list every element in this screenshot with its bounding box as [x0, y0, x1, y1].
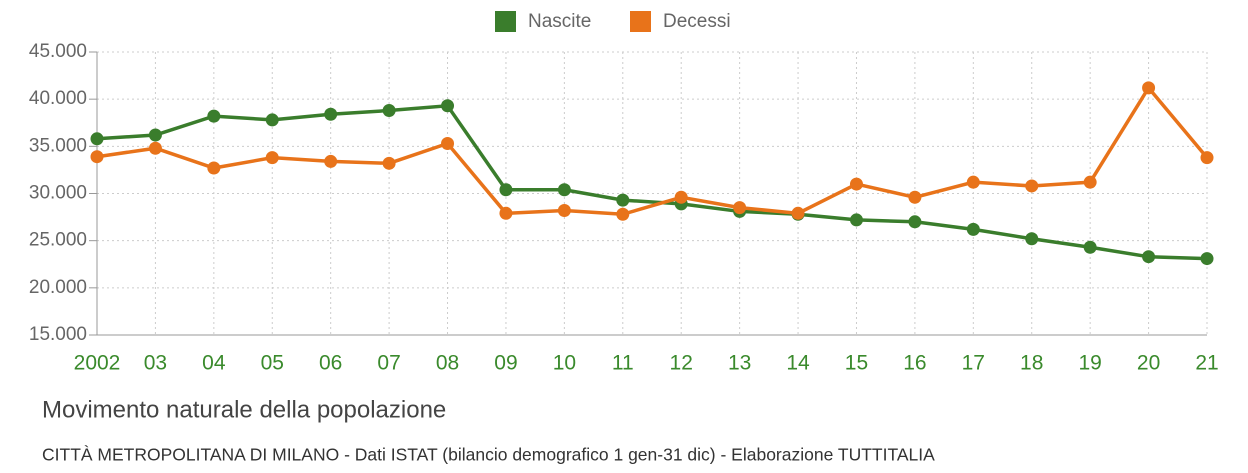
data-point: [90, 132, 104, 146]
y-tick-label: 45.000: [29, 41, 87, 62]
data-point: [499, 183, 513, 197]
x-tick-label: 04: [202, 352, 226, 375]
data-point: [1025, 179, 1039, 193]
y-tick-label: 15.000: [29, 324, 87, 345]
y-tick-label: 20.000: [29, 277, 87, 298]
data-point: [1200, 151, 1214, 165]
x-tick-label: 20: [1137, 352, 1160, 375]
data-point: [148, 141, 162, 155]
data-point: [1025, 232, 1039, 246]
x-tick-label: 14: [786, 352, 810, 375]
data-point: [908, 215, 922, 229]
data-point: [324, 107, 338, 121]
data-point: [791, 206, 805, 220]
series-line: [96, 103, 1208, 261]
data-point: [557, 203, 571, 217]
data-point: [382, 103, 396, 117]
data-point: [207, 109, 221, 123]
series-line: [96, 84, 1209, 217]
x-tick-label: 06: [319, 352, 342, 375]
data-point: [1142, 250, 1156, 264]
y-tick-label: 25.000: [29, 230, 87, 251]
x-tick-label: 09: [494, 352, 517, 375]
x-tick-label: 03: [144, 352, 167, 375]
data-point: [90, 150, 104, 164]
x-tick-label: 11: [612, 352, 634, 375]
y-tick-label: 30.000: [29, 183, 87, 204]
data-point: [265, 151, 279, 165]
data-point: [1200, 252, 1214, 266]
x-tick-label: 17: [962, 352, 985, 375]
x-tick-label: 2002: [74, 352, 121, 375]
data-point: [499, 206, 513, 220]
x-tick-label: 15: [845, 352, 868, 375]
x-tick-label: 13: [728, 352, 751, 375]
x-tick-label: 05: [261, 352, 284, 375]
x-tick-label: 21: [1195, 352, 1218, 375]
data-point: [1083, 175, 1097, 189]
data-point: [966, 222, 980, 236]
data-point: [1142, 81, 1156, 95]
data-point: [1083, 240, 1097, 254]
data-point: [674, 190, 688, 204]
data-point: [616, 193, 630, 207]
legend-label: Nascite: [528, 11, 591, 32]
data-point: [908, 190, 922, 204]
legend-swatch: [495, 11, 516, 32]
y-tick-label: 35.000: [29, 135, 87, 156]
data-point: [849, 213, 863, 227]
chart-subtitle: CITTÀ METROPOLITANA DI MILANO - Dati IST…: [42, 445, 935, 465]
chart-title: Movimento naturale della popolazione: [42, 396, 446, 423]
data-point: [265, 113, 279, 127]
data-point: [324, 154, 338, 168]
data-point: [557, 183, 571, 197]
data-point: [966, 175, 980, 189]
data-point: [207, 161, 221, 175]
x-tick-label: 18: [1020, 352, 1043, 375]
y-tick-label: 40.000: [29, 88, 87, 109]
x-tick-label: 19: [1078, 352, 1101, 375]
data-point: [382, 156, 396, 170]
data-point: [616, 207, 630, 221]
x-tick-label: 16: [903, 352, 926, 375]
x-tick-label: 10: [553, 352, 576, 375]
data-point: [441, 137, 455, 151]
legend-swatch: [630, 11, 651, 32]
x-tick-label: 12: [670, 352, 693, 375]
x-tick-label: 07: [377, 352, 400, 375]
data-point: [733, 201, 747, 215]
legend-label: Decessi: [663, 11, 731, 32]
data-point: [441, 99, 455, 113]
data-point: [148, 128, 162, 142]
x-tick-label: 08: [436, 352, 459, 375]
data-point: [849, 177, 863, 191]
